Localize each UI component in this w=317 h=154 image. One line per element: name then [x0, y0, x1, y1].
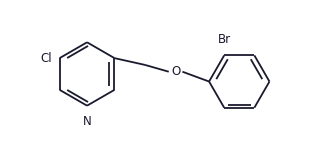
Text: O: O	[171, 65, 180, 78]
Text: Br: Br	[217, 33, 231, 46]
Text: N: N	[83, 115, 91, 128]
Text: Cl: Cl	[40, 52, 52, 65]
